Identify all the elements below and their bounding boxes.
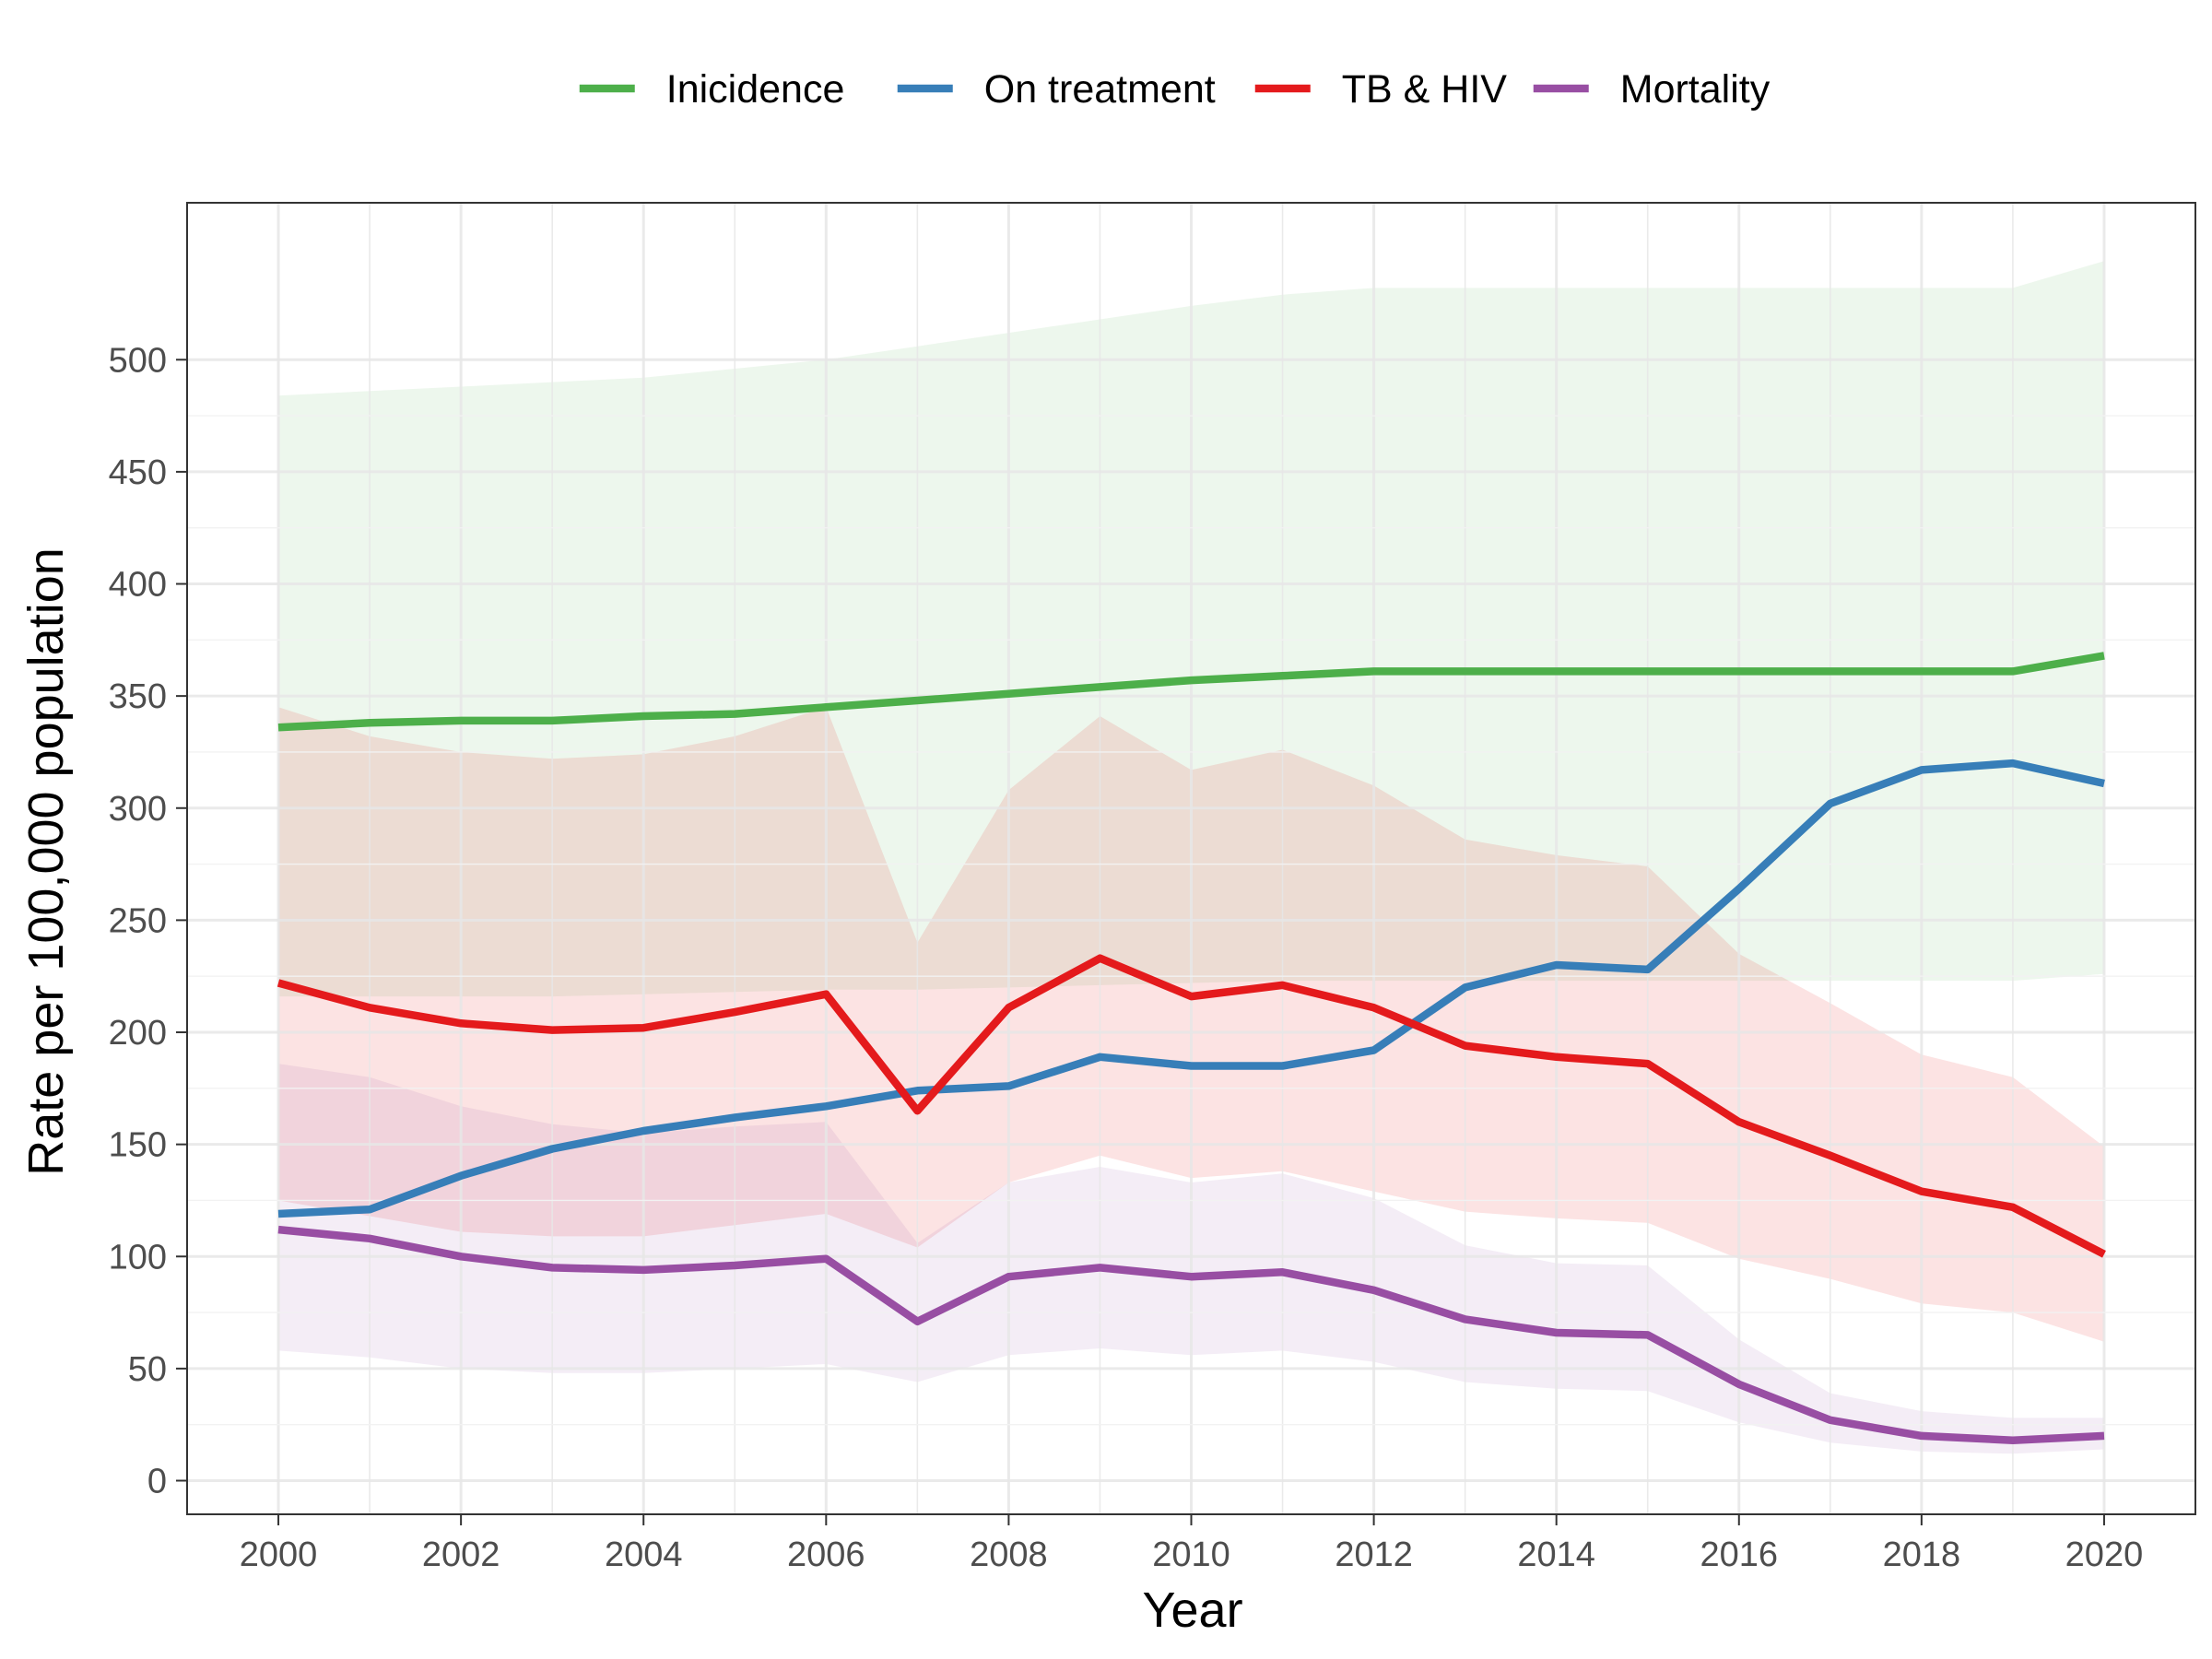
y-tick-label: 400: [109, 566, 167, 605]
x-axis-title: Year: [1142, 1583, 1242, 1638]
y-axis-title: Rate per 100,000 population: [18, 547, 74, 1176]
x-tick-label: 2000: [240, 1535, 318, 1574]
y-tick-label: 0: [147, 1463, 167, 1501]
legend-label-0: Inicidence: [666, 67, 845, 112]
legend-label-3: Mortality: [1620, 67, 1771, 112]
legend: Inicidence On treatment TB & HIV Mortality: [579, 67, 1771, 112]
series-line-2: [276, 954, 2106, 1258]
grid-lines: [187, 203, 2195, 1514]
x-tick-label: 2014: [1517, 1535, 1595, 1574]
series-line-3: [277, 1225, 2105, 1444]
y-tick-label: 250: [109, 901, 167, 940]
x-axis: 2000 2002 2004 2006 2008 2010 2012 2014 2016 2018…: [240, 1514, 2143, 1574]
x-tick-label: 2008: [970, 1535, 1048, 1574]
y-tick-label: 200: [109, 1014, 167, 1053]
y-tick-label: 50: [128, 1350, 167, 1389]
y-tick-label: 100: [109, 1238, 167, 1277]
series-line-1: [277, 759, 2105, 1218]
y-axis: 0 50 100 150 200 250 300 350 400 450 500: [109, 341, 187, 1501]
x-tick-label: 2010: [1152, 1535, 1230, 1574]
x-tick-label: 2006: [787, 1535, 865, 1574]
x-tick-label: 2018: [1883, 1535, 1961, 1574]
y-tick-label: 300: [109, 790, 167, 829]
series-line-0: [277, 652, 2105, 732]
x-tick-label: 2016: [1700, 1535, 1778, 1574]
x-tick-label: 2002: [422, 1535, 500, 1574]
y-tick-label: 450: [109, 453, 167, 492]
y-tick-label: 500: [109, 341, 167, 380]
y-tick-label: 350: [109, 677, 167, 716]
x-tick-label: 2020: [2065, 1535, 2144, 1574]
x-tick-label: 2004: [605, 1535, 683, 1574]
legend-label-1: On treatment: [984, 67, 1216, 112]
series-lines: [276, 652, 2106, 1444]
legend-label-2: TB & HIV: [1342, 67, 1508, 112]
y-tick-label: 150: [109, 1126, 167, 1165]
x-tick-label: 2012: [1335, 1535, 1413, 1574]
